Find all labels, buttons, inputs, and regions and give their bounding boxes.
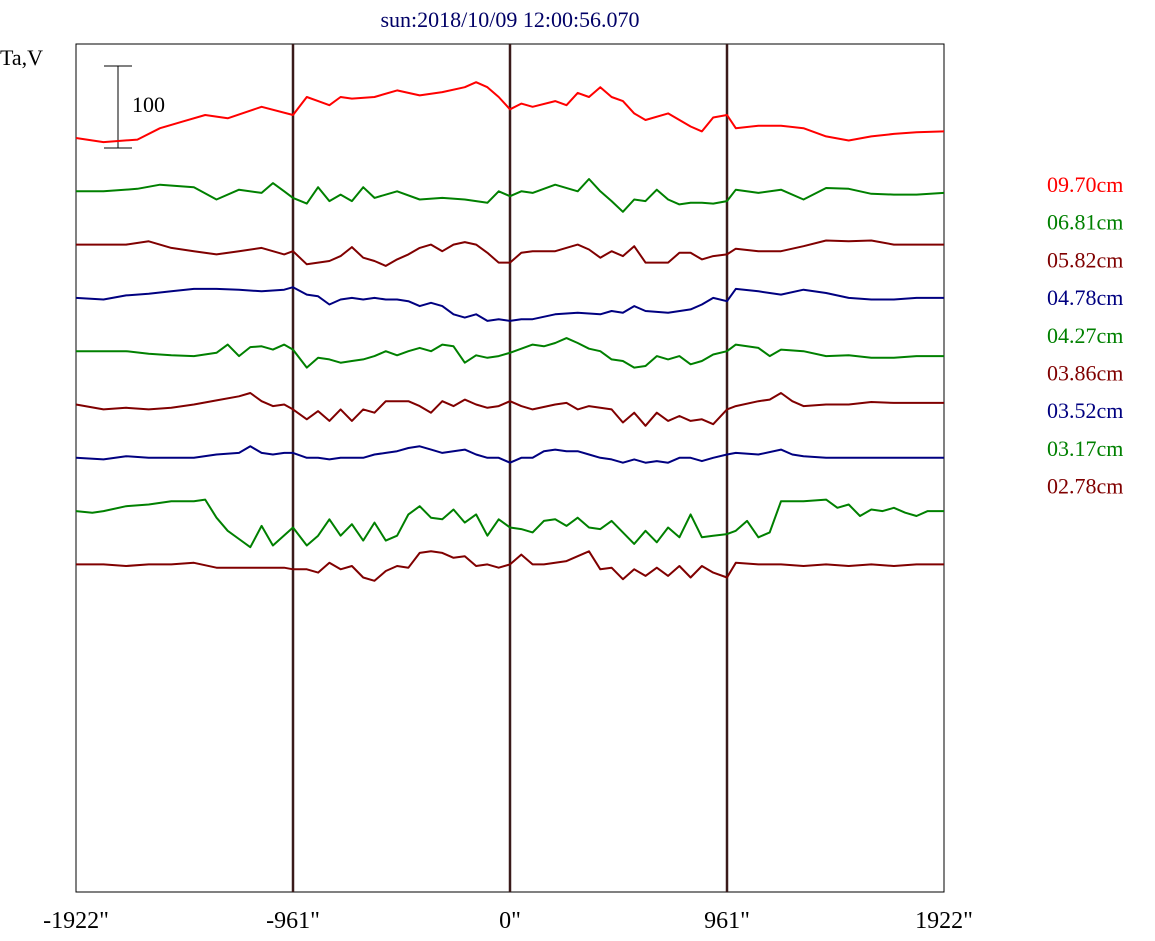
series-line-09.70cm [75, 81, 945, 144]
x-tick-label: -1922" [43, 908, 109, 934]
y-axis-label: Ta,V [0, 45, 43, 70]
legend-entry: 03.86cm [1047, 361, 1123, 386]
series-line-05.82cm [76, 239, 944, 267]
legend-entry: 04.27cm [1047, 323, 1123, 348]
series-line-04.78cm [75, 286, 944, 322]
chart-title: sun:2018/10/09 12:00:56.070 [380, 7, 639, 32]
series-line-03.17cm [75, 498, 944, 549]
series-line-03.86cm [75, 392, 944, 427]
x-tick-label: 0" [499, 908, 521, 934]
legend-entry: 04.78cm [1047, 285, 1123, 310]
x-tick-label: -961" [266, 908, 320, 934]
series-line-03.52cm [75, 445, 944, 464]
legend-entry: 05.82cm [1047, 247, 1123, 272]
x-tick-label: 961" [704, 908, 750, 934]
series-line-06.81cm [76, 178, 945, 213]
series-line-04.27cm [76, 337, 944, 369]
scale-bar-label: 100 [132, 92, 165, 117]
legend-entry: 03.52cm [1047, 398, 1123, 423]
series-line-02.78cm [76, 550, 944, 582]
legend-entry: 09.70cm [1047, 172, 1123, 197]
legend-entry: 03.17cm [1047, 436, 1123, 461]
scale-bar: 100 [104, 65, 165, 149]
legend-entry: 02.78cm [1047, 474, 1123, 499]
x-tick-label: 1922" [915, 908, 973, 934]
legend-entry: 06.81cm [1047, 210, 1123, 235]
